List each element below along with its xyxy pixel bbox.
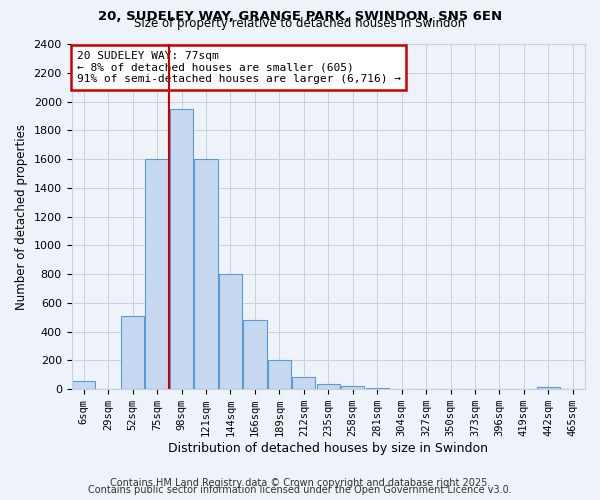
Bar [194,159,218,389]
Text: 20, SUDELEY WAY, GRANGE PARK, SWINDON, SN5 6EN: 20, SUDELEY WAY, GRANGE PARK, SWINDON, S… [98,10,502,23]
Text: Contains HM Land Registry data © Crown copyright and database right 2025.: Contains HM Land Registry data © Crown c… [110,478,490,488]
Bar [72,382,95,389]
Bar [219,274,242,389]
Bar [170,108,193,389]
Text: 20 SUDELEY WAY: 77sqm
← 8% of detached houses are smaller (605)
91% of semi-deta: 20 SUDELEY WAY: 77sqm ← 8% of detached h… [77,51,401,84]
Bar [365,388,389,389]
Text: Size of property relative to detached houses in Swindon: Size of property relative to detached ho… [134,18,466,30]
Bar [317,384,340,389]
X-axis label: Distribution of detached houses by size in Swindon: Distribution of detached houses by size … [168,442,488,455]
Bar [292,377,316,389]
Text: Contains public sector information licensed under the Open Government Licence v3: Contains public sector information licen… [88,485,512,495]
Bar [390,388,413,389]
Bar [243,320,266,389]
Bar [145,159,169,389]
Bar [537,387,560,389]
Bar [121,316,144,389]
Y-axis label: Number of detached properties: Number of detached properties [15,124,28,310]
Bar [268,360,291,389]
Bar [341,386,364,389]
